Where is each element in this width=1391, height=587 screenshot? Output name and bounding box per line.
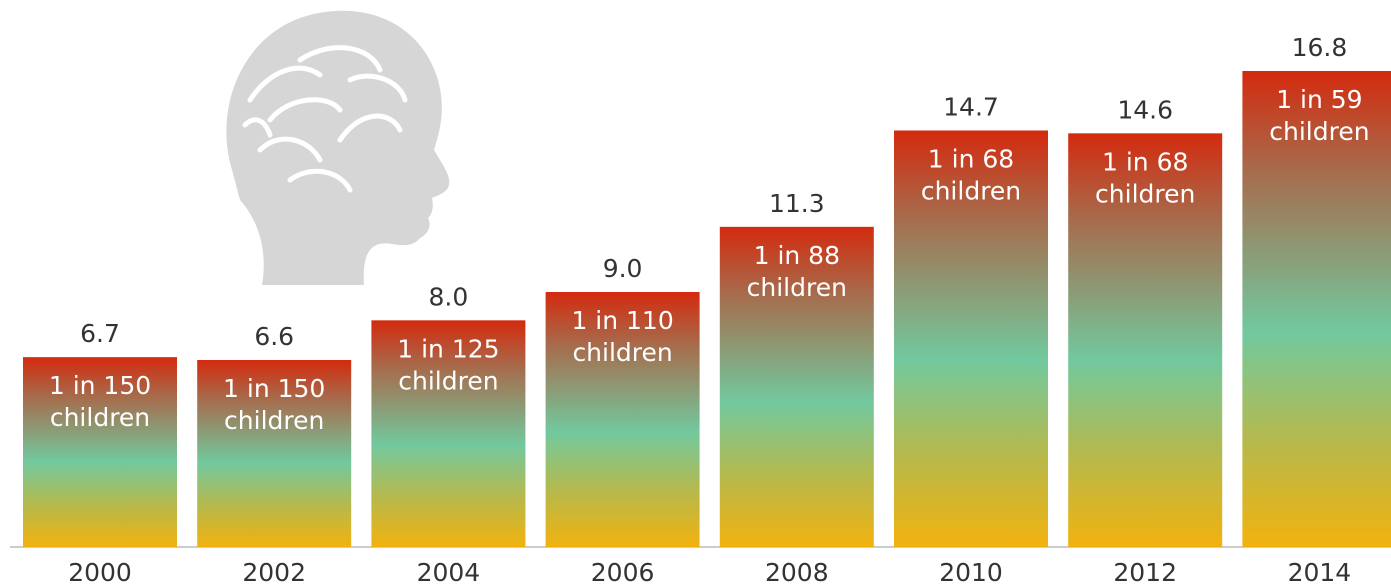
value-label: 11.3: [769, 189, 825, 218]
bar-note: children: [224, 406, 324, 435]
bar-note: 1 in 150: [49, 371, 151, 400]
bar-note: children: [921, 177, 1021, 206]
bar-note: 1 in 68: [928, 145, 1014, 174]
bar-note: 1 in 68: [1102, 147, 1188, 176]
value-label: 6.7: [80, 319, 120, 348]
bar-note: 1 in 59: [1276, 85, 1362, 114]
value-label: 8.0: [429, 282, 469, 311]
x-tick-label: 2008: [765, 558, 829, 587]
value-label: 14.6: [1117, 95, 1173, 124]
value-label: 14.7: [943, 93, 999, 122]
x-tick-label: 2002: [242, 558, 306, 587]
bar: [1068, 133, 1223, 548]
x-tick-label: 2006: [591, 558, 655, 587]
bar: [545, 292, 700, 547]
bar: [1242, 71, 1391, 547]
bar: [894, 130, 1048, 547]
x-tick-label: 2010: [939, 558, 1003, 587]
x-tick-label: 2014: [1288, 558, 1352, 587]
bar-note: children: [747, 273, 847, 302]
bar-note: 1 in 110: [571, 306, 673, 335]
bar-note: children: [50, 403, 150, 432]
bar: [719, 226, 874, 548]
bar-note: 1 in 150: [223, 374, 325, 403]
bar-note: children: [1269, 117, 1369, 146]
bar: [197, 360, 352, 547]
bar-note: children: [398, 366, 498, 395]
x-tick-label: 2012: [1113, 558, 1177, 587]
bar-note: children: [572, 338, 672, 367]
head-icon: [226, 10, 450, 285]
value-label: 9.0: [603, 254, 643, 283]
value-label: 16.8: [1292, 33, 1348, 62]
bar-note: 1 in 88: [754, 241, 840, 270]
x-tick-label: 2004: [417, 558, 481, 587]
bar-note: children: [1095, 179, 1195, 208]
bar-note: 1 in 125: [397, 334, 499, 363]
bar: [23, 357, 177, 547]
bar: [371, 320, 526, 547]
value-label: 6.6: [254, 322, 294, 351]
x-tick-label: 2000: [68, 558, 132, 587]
